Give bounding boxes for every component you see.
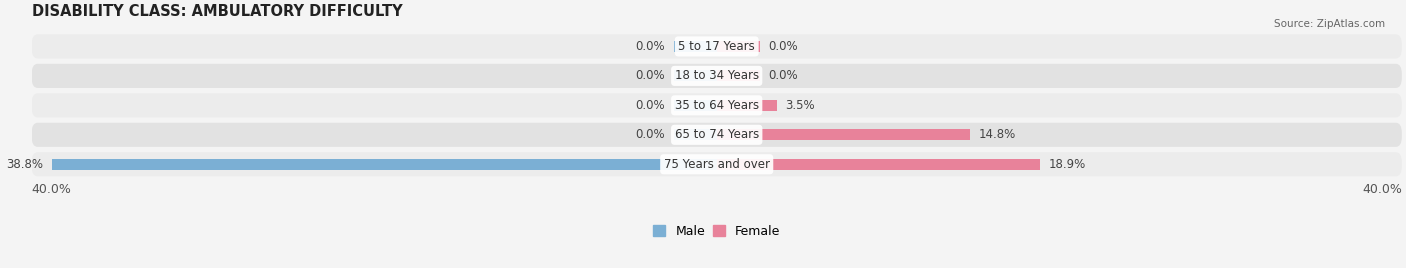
Text: 65 to 74 Years: 65 to 74 Years <box>675 128 759 141</box>
Text: 40.0%: 40.0% <box>31 183 72 196</box>
Bar <box>717 159 1040 170</box>
Bar <box>673 129 717 140</box>
FancyBboxPatch shape <box>31 123 1402 147</box>
Text: 40.0%: 40.0% <box>1362 183 1402 196</box>
Bar <box>717 41 759 52</box>
Bar <box>717 129 970 140</box>
Text: 0.0%: 0.0% <box>636 128 665 141</box>
Text: 38.8%: 38.8% <box>7 158 44 171</box>
Text: 5 to 17 Years: 5 to 17 Years <box>678 40 755 53</box>
Text: 3.5%: 3.5% <box>785 99 815 112</box>
FancyBboxPatch shape <box>31 93 1402 117</box>
Text: 35 to 64 Years: 35 to 64 Years <box>675 99 759 112</box>
Text: 14.8%: 14.8% <box>979 128 1017 141</box>
Text: 75 Years and over: 75 Years and over <box>664 158 769 171</box>
Text: 0.0%: 0.0% <box>768 40 797 53</box>
Text: 0.0%: 0.0% <box>636 99 665 112</box>
Text: Source: ZipAtlas.com: Source: ZipAtlas.com <box>1274 19 1385 29</box>
FancyBboxPatch shape <box>31 64 1402 88</box>
Bar <box>52 159 717 170</box>
Bar <box>717 70 759 81</box>
Text: 0.0%: 0.0% <box>636 69 665 82</box>
FancyBboxPatch shape <box>31 152 1402 176</box>
Text: 18.9%: 18.9% <box>1049 158 1087 171</box>
Text: 18 to 34 Years: 18 to 34 Years <box>675 69 759 82</box>
Text: 0.0%: 0.0% <box>636 40 665 53</box>
Legend: Male, Female: Male, Female <box>648 220 786 243</box>
Text: 0.0%: 0.0% <box>768 69 797 82</box>
Text: DISABILITY CLASS: AMBULATORY DIFFICULTY: DISABILITY CLASS: AMBULATORY DIFFICULTY <box>31 4 402 19</box>
Bar <box>673 100 717 111</box>
Bar <box>673 70 717 81</box>
FancyBboxPatch shape <box>31 34 1402 58</box>
Bar <box>673 41 717 52</box>
Bar <box>717 100 776 111</box>
